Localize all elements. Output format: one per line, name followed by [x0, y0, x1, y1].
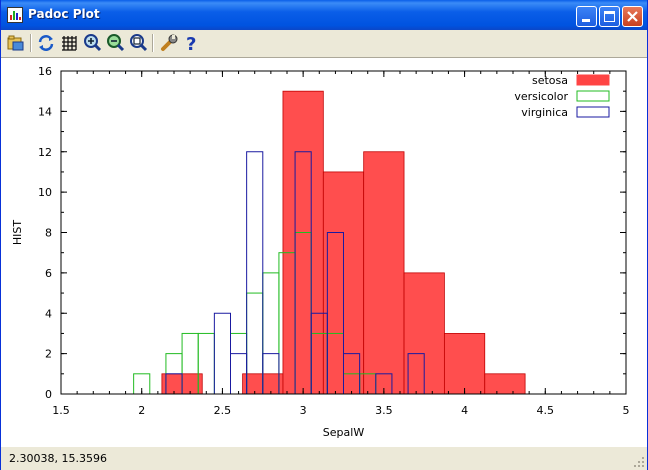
y-tick-label-4: 8: [45, 227, 52, 240]
x-tick-labels: 1.5 2 2.5 3 3.5 4 4.5 5: [52, 404, 629, 417]
x-tick-label-2: 2.5: [214, 404, 232, 417]
legend: setosa versicolor virginica: [514, 74, 610, 119]
y-tick-label-6: 12: [38, 146, 52, 159]
grid-button[interactable]: [59, 33, 79, 53]
open-button[interactable]: [6, 33, 26, 53]
zoom-out-icon: [107, 34, 125, 52]
plot-area[interactable]: 0 2 4 6 8 10 12 14 16 1.5 2 2.5 3 3.5 4 4.5 5 SepalW HI…: [1, 57, 647, 446]
open-icon: [7, 35, 24, 51]
zoom-in-button[interactable]: [82, 33, 102, 53]
svg-text:?: ?: [186, 34, 196, 53]
settings-icon: [161, 34, 178, 51]
y-tick-label-2: 4: [45, 307, 52, 320]
app-icon: [7, 7, 23, 23]
y-tick-label-0: 0: [45, 388, 52, 401]
grid-icon: [62, 36, 77, 51]
setosa-bar-7: [484, 373, 526, 395]
histogram-chart[interactable]: 0 2 4 6 8 10 12 14 16 1.5 2 2.5 3 3.5 4 4.5 5 SepalW HI…: [1, 58, 647, 446]
y-tick-label-5: 10: [38, 186, 52, 199]
help-icon: ?: [186, 34, 196, 53]
refresh-icon: [38, 35, 54, 51]
y-tick-label-8: 16: [38, 65, 52, 78]
virginica-bar-1: [213, 312, 232, 395]
close-icon: [627, 11, 638, 22]
x-tick-label-4: 3.5: [375, 404, 393, 417]
minimize-button[interactable]: [576, 6, 597, 27]
status-bar: 2.30038, 15.3596: [1, 446, 647, 470]
x-tick-label-6: 4.5: [537, 404, 555, 417]
resize-grip-icon[interactable]: [633, 456, 645, 468]
minimize-icon: [582, 19, 590, 22]
refresh-button[interactable]: [36, 33, 56, 53]
settings-button[interactable]: [159, 33, 179, 53]
toolbar: ?: [1, 30, 647, 56]
virginica-bar-3: [246, 151, 264, 395]
x-tick-label-0: 1.5: [52, 404, 70, 417]
zoom-out-button[interactable]: [105, 33, 125, 53]
setosa-bar-2: [282, 90, 324, 395]
legend-swatch-virginica: [576, 106, 610, 118]
help-button[interactable]: ?: [182, 33, 202, 53]
zoom-fit-button[interactable]: [128, 33, 148, 53]
x-tick-label-5: 4: [461, 404, 468, 417]
toolbar-separator: [30, 34, 32, 52]
zoom-fit-icon: [130, 34, 148, 52]
title-bar[interactable]: Padoc Plot: [1, 0, 647, 30]
x-axis-label: SepalW: [323, 426, 365, 439]
legend-swatch-setosa: [576, 74, 610, 86]
cursor-coordinates: 2.30038, 15.3596: [9, 452, 107, 465]
toolbar-separator: [152, 34, 154, 52]
legend-label-setosa: setosa: [532, 74, 568, 87]
window-title: Padoc Plot: [28, 7, 100, 21]
zoom-in-icon: [84, 34, 102, 52]
legend-swatch-versicolor: [576, 90, 610, 102]
legend-label-virginica: virginica: [521, 106, 568, 119]
maximize-icon: [604, 11, 615, 22]
close-button[interactable]: [622, 6, 643, 27]
maximize-button[interactable]: [599, 6, 620, 27]
x-tick-label-7: 5: [623, 404, 630, 417]
y-tick-label-3: 6: [45, 267, 52, 280]
legend-label-versicolor: versicolor: [514, 90, 568, 103]
axis-ticks: [60, 70, 627, 395]
x-tick-label-1: 2: [138, 404, 145, 417]
y-axis-label: HIST: [11, 220, 24, 245]
y-tick-label-7: 14: [38, 105, 52, 118]
setosa-bar-4: [363, 151, 405, 395]
y-tick-labels: 0 2 4 6 8 10 12 14 16: [38, 65, 52, 401]
setosa-bar-6: [443, 333, 486, 395]
y-tick-label-1: 2: [45, 348, 52, 361]
x-tick-label-3: 3: [300, 404, 307, 417]
